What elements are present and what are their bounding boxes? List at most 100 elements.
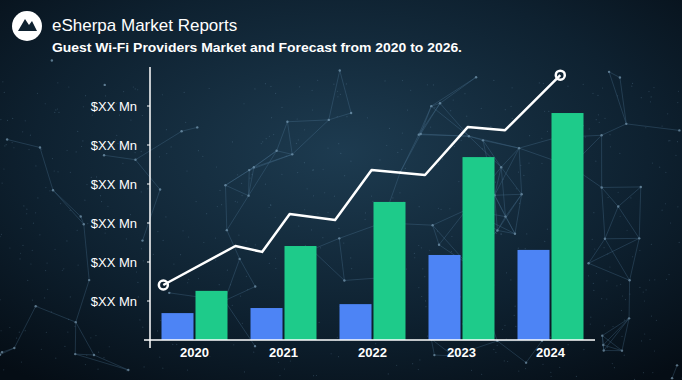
- network-link: [287, 120, 328, 122]
- map-dot: [419, 206, 420, 207]
- map-dot: [668, 140, 669, 141]
- network-link: [601, 135, 602, 187]
- map-dot: [202, 156, 203, 157]
- map-dot: [19, 258, 20, 259]
- network-node: [51, 59, 53, 61]
- map-dot: [136, 271, 137, 272]
- network-link: [225, 170, 249, 185]
- map-dot: [515, 306, 516, 307]
- map-dot: [270, 205, 271, 206]
- network-link: [14, 306, 35, 348]
- network-link: [630, 238, 640, 280]
- map-dot: [392, 197, 393, 198]
- map-dot: [649, 280, 650, 281]
- network-link: [433, 210, 467, 225]
- y-tick: [147, 262, 150, 263]
- map-dot: [350, 257, 351, 258]
- y-tick-label: $XX Mn: [91, 294, 137, 309]
- network-link: [240, 259, 256, 287]
- network-link: [431, 339, 434, 355]
- map-dot: [227, 270, 228, 271]
- axes: $XX Mn$XX Mn$XX Mn$XX Mn$XX Mn$XX Mn2020…: [91, 67, 595, 360]
- map-dot: [143, 260, 144, 261]
- map-dot: [654, 350, 655, 351]
- map-dot: [304, 129, 305, 130]
- network-node: [93, 354, 95, 356]
- network-link: [81, 217, 84, 225]
- map-dot: [604, 118, 605, 119]
- network-node: [75, 321, 77, 323]
- map-dot: [322, 237, 323, 238]
- map-dot: [290, 360, 291, 361]
- network-link: [76, 322, 94, 355]
- network-link: [400, 134, 420, 172]
- map-dot: [83, 106, 84, 107]
- map-dot: [147, 188, 148, 189]
- map-dot: [246, 276, 247, 277]
- map-dot: [98, 352, 99, 353]
- map-dot: [679, 242, 680, 243]
- map-dot: [126, 238, 127, 239]
- bar: [340, 304, 372, 340]
- y-tick-label: $XX Mn: [91, 138, 137, 153]
- map-dot: [3, 168, 4, 169]
- map-dot: [548, 111, 549, 112]
- map-dot: [515, 326, 516, 327]
- map-dot: [262, 141, 263, 142]
- map-dot: [412, 363, 413, 364]
- map-dot: [278, 362, 279, 363]
- map-dot: [245, 240, 246, 241]
- network-node: [253, 166, 255, 168]
- map-dot: [541, 138, 542, 139]
- map-dot: [275, 93, 276, 94]
- map-dot: [668, 274, 669, 275]
- map-dot: [437, 231, 438, 232]
- map-dot: [90, 337, 91, 338]
- map-dot: [82, 140, 83, 141]
- map-dot: [41, 148, 42, 149]
- map-dot: [495, 181, 496, 182]
- map-dot: [519, 203, 520, 204]
- map-dot: [625, 299, 626, 300]
- map-dot: [240, 296, 241, 297]
- map-dot: [217, 206, 218, 207]
- map-dot: [410, 90, 411, 91]
- map-dot: [304, 162, 305, 163]
- map-dot: [337, 116, 338, 117]
- map-dot: [45, 270, 46, 271]
- map-dot: [281, 107, 282, 108]
- map-dot: [9, 247, 10, 248]
- map-dot: [643, 372, 644, 373]
- map-dot: [241, 195, 242, 196]
- network-link: [639, 187, 641, 238]
- map-dot: [365, 219, 366, 220]
- y-tick: [147, 223, 150, 224]
- map-dot: [427, 84, 428, 85]
- map-dot: [25, 330, 26, 331]
- map-dot: [344, 175, 345, 176]
- network-link: [497, 341, 526, 363]
- network-node: [83, 223, 85, 225]
- map-dot: [507, 361, 508, 362]
- map-dot: [612, 363, 613, 364]
- map-dot: [63, 268, 64, 269]
- map-dot: [442, 159, 443, 160]
- map-dot: [101, 201, 102, 202]
- map-dot: [143, 366, 144, 367]
- map-dot: [589, 128, 590, 129]
- network-node: [52, 189, 54, 191]
- network-link: [519, 137, 557, 148]
- map-dot: [269, 263, 270, 264]
- map-dot: [86, 184, 87, 185]
- map-dot: [55, 358, 56, 359]
- map-dot: [604, 325, 605, 326]
- map-dot: [52, 158, 53, 159]
- map-dot: [186, 170, 187, 171]
- network-link: [602, 336, 603, 351]
- map-dot: [77, 230, 78, 231]
- network-link: [629, 280, 631, 318]
- map-dot: [3, 369, 4, 370]
- map-dot: [512, 118, 513, 119]
- map-dot: [583, 84, 584, 85]
- network-node: [141, 239, 143, 241]
